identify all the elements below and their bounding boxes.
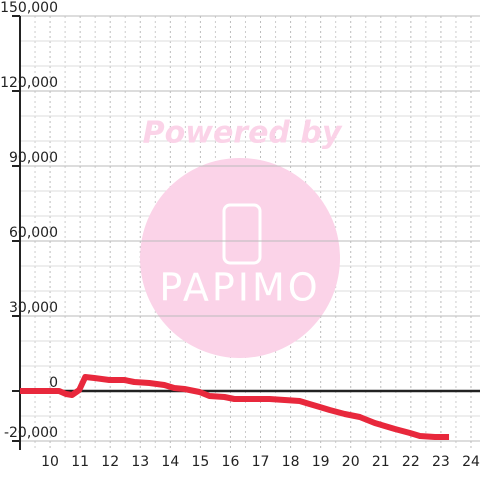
y-tick-label: 150,000	[0, 0, 58, 16]
y-tick-label: 30,000	[9, 300, 58, 316]
x-tick-label: 11	[71, 454, 89, 470]
watermark-icon	[222, 203, 262, 265]
watermark-top: Powered by	[143, 116, 343, 151]
watermark-circle	[140, 158, 340, 358]
x-tick-label: 20	[342, 454, 360, 470]
x-tick-label: 10	[41, 454, 59, 470]
y-tick-label: 120,000	[0, 75, 58, 91]
y-tick-label: 90,000	[9, 150, 58, 166]
y-tick-label: 0	[49, 375, 58, 391]
data-line	[20, 374, 450, 440]
watermark: Powered by PAPIMO	[140, 116, 343, 358]
x-tick-label: 24	[462, 454, 480, 470]
y-tick-label: -20,000	[4, 425, 58, 441]
x-tick-label: 19	[312, 454, 330, 470]
x-tick-label: 17	[252, 454, 270, 470]
x-tick-label: 12	[101, 454, 119, 470]
x-tick-label: 16	[222, 454, 240, 470]
x-tick-label: 23	[432, 454, 450, 470]
y-tick-label: 60,000	[9, 225, 58, 241]
x-tick-label: 21	[372, 454, 390, 470]
x-tick-label: 18	[282, 454, 300, 470]
x-tick-label: 22	[402, 454, 420, 470]
x-tick-label: 15	[191, 454, 209, 470]
x-tick-label: 14	[161, 454, 179, 470]
watermark-bottom: PAPIMO	[159, 266, 320, 310]
x-tick-label: 13	[131, 454, 149, 470]
